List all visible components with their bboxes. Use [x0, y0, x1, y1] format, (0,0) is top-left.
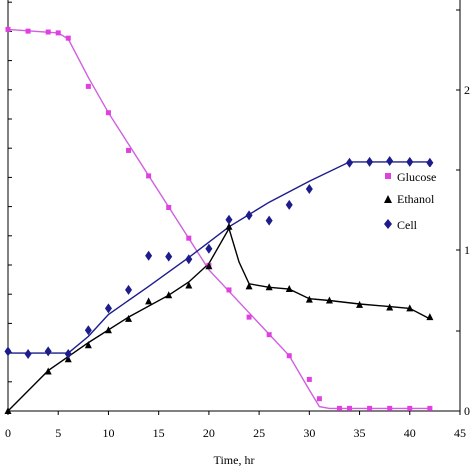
marker-glucose: [186, 235, 192, 241]
marker-glucose: [55, 30, 61, 36]
marker-ethanol: [305, 295, 313, 303]
legend-marker-glucose: [385, 173, 391, 179]
legend: Glucose Ethanol Cell: [376, 167, 456, 239]
marker-ethanol: [145, 297, 153, 305]
series-line-glucose: [7, 28, 430, 410]
marker-glucose: [387, 405, 393, 411]
marker-cell: [305, 184, 313, 195]
marker-ethanol: [4, 407, 12, 414]
marker-glucose: [45, 29, 51, 35]
marker-ethanol: [386, 303, 394, 311]
legend-label-ethanol: Ethanol: [397, 192, 435, 206]
x-tick-label: 40: [404, 426, 416, 440]
marker-glucose: [25, 28, 31, 34]
marker-glucose: [286, 353, 292, 359]
marker-glucose: [226, 287, 232, 293]
marker-cell: [265, 215, 273, 226]
legend-label-glucose: Glucose: [397, 170, 436, 184]
legend-marker-ethanol: [384, 195, 392, 203]
marker-cell: [44, 346, 52, 357]
x-tick-label: 20: [203, 426, 215, 440]
marker-ethanol: [426, 313, 434, 321]
marker-ethanol: [205, 262, 213, 270]
marker-cell: [205, 243, 213, 254]
marker-ethanol: [104, 326, 112, 334]
x-axis-ticks: 0 5 10 15 20 25 30 35 40 45: [5, 411, 466, 440]
marker-glucose: [367, 405, 373, 411]
marker-glucose: [246, 314, 252, 320]
marker-glucose: [427, 405, 433, 411]
marker-cell: [285, 199, 293, 210]
marker-glucose: [166, 204, 172, 210]
marker-cell: [125, 284, 133, 295]
marker-ethanol: [325, 296, 333, 304]
x-tick-label: 15: [153, 426, 165, 440]
marker-glucose: [407, 405, 413, 411]
x-tick-label: 45: [454, 426, 466, 440]
marker-ethanol: [356, 300, 364, 308]
marker-ethanol: [185, 281, 193, 289]
x-tick-label: 25: [253, 426, 265, 440]
marker-ethanol: [165, 291, 173, 299]
marker-glucose: [5, 26, 11, 32]
marker-glucose: [65, 35, 71, 41]
marker-glucose: [316, 396, 322, 402]
marker-glucose: [126, 147, 132, 153]
marker-cell: [64, 348, 72, 359]
marker-glucose: [85, 83, 91, 89]
marker-ethanol: [265, 283, 273, 291]
marker-ethanol: [125, 314, 133, 322]
y-right-tick-label: 2: [464, 83, 470, 97]
marker-cell: [426, 157, 434, 168]
marker-glucose: [336, 405, 342, 411]
series-markers: [4, 26, 434, 414]
marker-cell: [165, 251, 173, 262]
marker-cell: [84, 325, 92, 336]
x-tick-label: 0: [5, 426, 11, 440]
legend-label-cell: Cell: [397, 218, 418, 232]
marker-cell: [406, 156, 414, 167]
x-tick-label: 5: [55, 426, 61, 440]
marker-ethanol: [245, 282, 253, 290]
x-tick-label: 10: [102, 426, 114, 440]
y-right-tick-label: 0: [464, 404, 470, 418]
x-axis-title: Time, hr: [214, 453, 255, 467]
marker-cell: [245, 210, 253, 221]
marker-cell: [145, 250, 153, 261]
marker-cell: [24, 348, 32, 359]
series-line-ethanol: [7, 226, 431, 412]
marker-ethanol: [285, 285, 293, 293]
marker-ethanol: [225, 222, 233, 230]
marker-glucose: [105, 110, 111, 116]
marker-cell: [346, 157, 354, 168]
marker-cell: [4, 346, 12, 357]
series-line-cell: [8, 161, 430, 354]
plot-area: [7, 0, 461, 412]
marker-glucose: [146, 173, 152, 179]
y-axis-right-ticks: 0 1 2: [456, 9, 470, 418]
marker-ethanol: [406, 304, 414, 312]
marker-cell: [104, 303, 112, 314]
marker-ethanol: [44, 367, 52, 375]
marker-cell: [185, 254, 193, 265]
marker-cell: [225, 214, 233, 225]
marker-ethanol: [84, 341, 92, 349]
marker-glucose: [347, 405, 353, 411]
marker-cell: [366, 156, 374, 167]
x-tick-label: 35: [354, 426, 366, 440]
x-tick-label: 30: [303, 426, 315, 440]
marker-glucose: [266, 332, 272, 338]
marker-cell: [386, 155, 394, 166]
legend-marker-cell: [384, 219, 392, 229]
y-right-tick-label: 1: [464, 243, 470, 257]
marker-glucose: [306, 376, 312, 382]
